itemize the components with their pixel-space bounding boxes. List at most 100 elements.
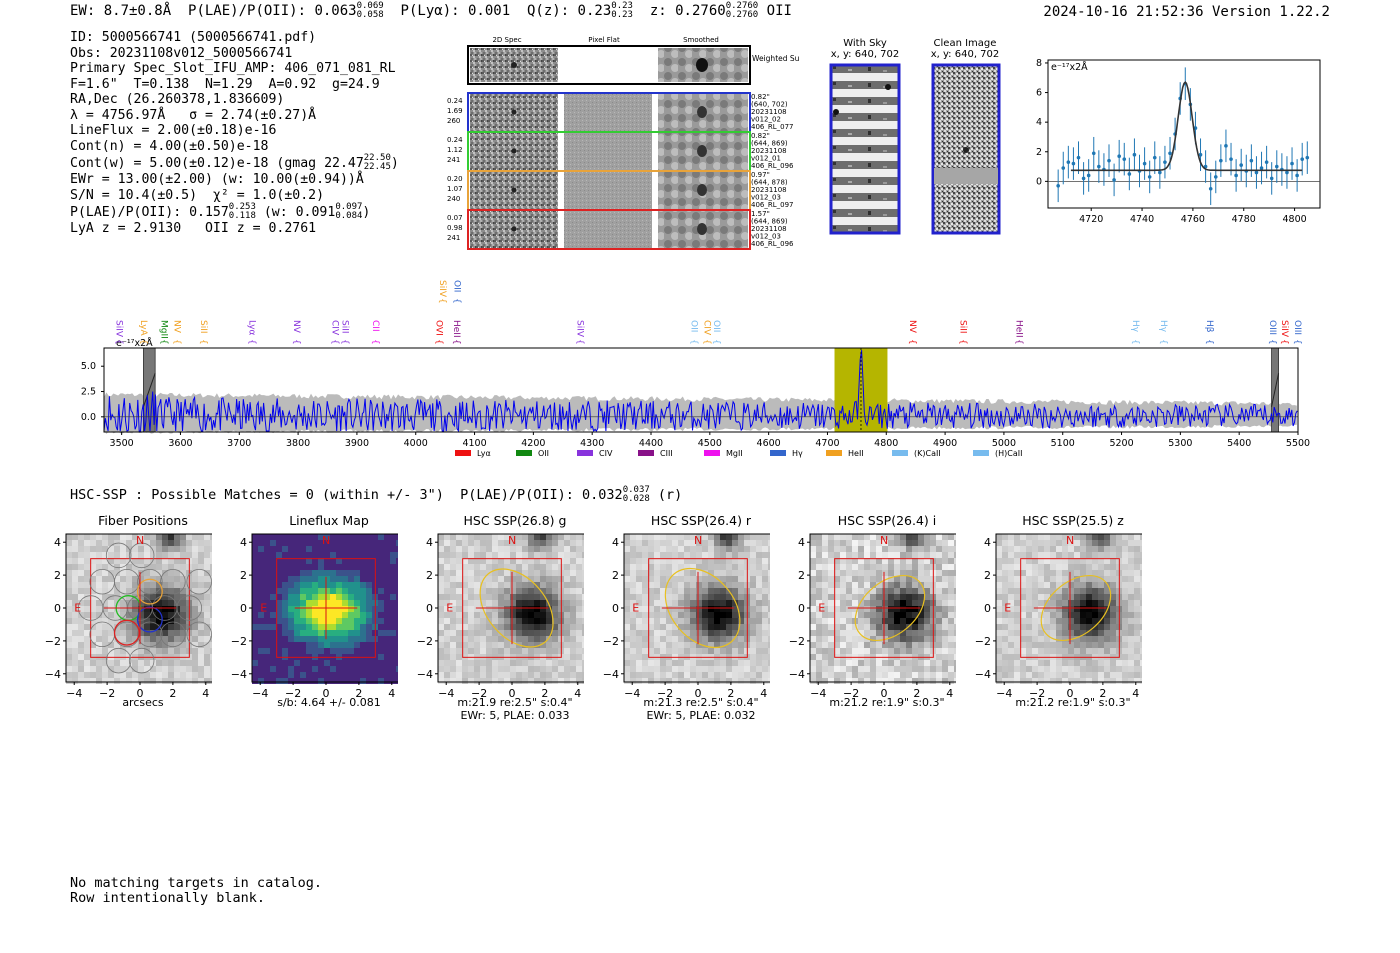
flux-map-pixel (312, 576, 318, 582)
image-pixel (1044, 600, 1050, 606)
flux-map-pixel (264, 678, 270, 684)
panel-xtick-label: 0 (695, 687, 702, 700)
image-pixel (822, 564, 828, 570)
image-pixel (564, 600, 570, 606)
image-pixel (84, 654, 90, 660)
image-pixel (204, 678, 210, 684)
z-line: OII (766, 3, 792, 19)
image-pixel (498, 636, 504, 642)
image-pixel (906, 534, 912, 540)
image-pixel (180, 558, 186, 564)
image-pixel (480, 630, 486, 636)
image-pixel (1038, 672, 1044, 678)
image-pixel (474, 558, 480, 564)
qz-lower: 0.23 (611, 10, 633, 20)
image-pixel (876, 582, 882, 588)
legend-label: (H)CaII (995, 449, 1022, 458)
image-pixel (906, 552, 912, 558)
image-pixel (642, 672, 648, 678)
image-pixel (846, 588, 852, 594)
image-pixel (438, 666, 444, 672)
image-pixel (498, 558, 504, 564)
image-pixel (1110, 576, 1116, 582)
image-pixel (672, 672, 678, 678)
image-pixel (516, 588, 522, 594)
flux-map-pixel (396, 606, 398, 612)
flux-map-pixel (378, 630, 384, 636)
flux-map-pixel (264, 540, 270, 546)
image-pixel (150, 582, 156, 588)
image-pixel (954, 558, 956, 564)
image-pixel (870, 582, 876, 588)
image-pixel (174, 660, 180, 666)
image-pixel (510, 576, 516, 582)
image-pixel (576, 534, 582, 540)
image-pixel (78, 666, 84, 672)
flux-map-pixel (318, 672, 324, 678)
image-pixel (888, 588, 894, 594)
image-pixel (456, 624, 462, 630)
image-pixel (1134, 666, 1140, 672)
image-pixel (840, 642, 846, 648)
image-pixel (504, 606, 510, 612)
image-pixel (882, 546, 888, 552)
image-pixel (1116, 552, 1122, 558)
image-pixel (882, 624, 888, 630)
flux-map-pixel (318, 546, 324, 552)
image-pixel (540, 618, 546, 624)
flux-map-pixel (312, 660, 318, 666)
image-pixel (438, 648, 444, 654)
image-pixel (708, 540, 714, 546)
flux-map-pixel (354, 660, 360, 666)
image-pixel (492, 540, 498, 546)
image-pixel (486, 642, 492, 648)
image-pixel (630, 636, 636, 642)
plae-w-text: (w: 0.091 (263, 205, 336, 220)
flux-map-pixel (348, 630, 354, 636)
image-pixel (126, 660, 132, 666)
image-pixel (1020, 570, 1026, 576)
image-pixel (84, 588, 90, 594)
image-pixel (516, 594, 522, 600)
flux-map-pixel (366, 678, 372, 684)
image-pixel (690, 582, 696, 588)
image-pixel (894, 534, 900, 540)
image-pixel (684, 648, 690, 654)
image-pixel (96, 618, 102, 624)
image-pixel (168, 570, 174, 576)
image-pixel (630, 618, 636, 624)
cutout-source (511, 109, 517, 115)
image-pixel (540, 540, 546, 546)
image-pixel (114, 582, 120, 588)
image-pixel (1056, 624, 1062, 630)
image-pixel (708, 552, 714, 558)
image-pixel (552, 552, 558, 558)
flux-map-pixel (324, 606, 330, 612)
image-pixel (462, 618, 468, 624)
zoom-data-point (1061, 166, 1066, 170)
image-pixel (102, 636, 108, 642)
info-plae: P(LAE)/P(OII): 0.157 0.253 0.118 (w: 0.091… (70, 203, 399, 221)
image-pixel (204, 642, 210, 648)
image-pixel (894, 600, 900, 606)
zoom-data-point (1239, 163, 1243, 167)
flux-map-pixel (258, 618, 264, 624)
flux-map-pixel (384, 552, 390, 558)
image-pixel (696, 600, 702, 606)
zoom-data-point (1081, 176, 1086, 181)
image-pixel (468, 588, 474, 594)
image-pixel (816, 660, 822, 666)
image-pixel (762, 666, 768, 672)
image-pixel (162, 666, 168, 672)
image-pixel (528, 540, 534, 546)
image-pixel (726, 594, 732, 600)
image-pixel (714, 624, 720, 630)
image-pixel (510, 582, 516, 588)
image-pixel (84, 612, 90, 618)
flux-map-pixel (264, 612, 270, 618)
image-pixel (1002, 654, 1008, 660)
flux-map-pixel (306, 582, 312, 588)
image-pixel (900, 666, 906, 672)
image-pixel (96, 648, 102, 654)
image-pixel (942, 612, 948, 618)
